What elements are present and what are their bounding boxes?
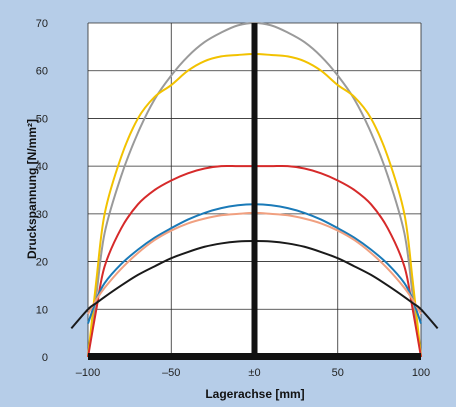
y-tick-label: 10 — [36, 304, 48, 316]
axis-bars — [88, 23, 421, 360]
y-tick-label: 0 — [42, 352, 48, 364]
bottom-axis-bar — [88, 353, 421, 360]
y-tick-label: 50 — [36, 113, 48, 125]
tick-labels: 0 10 20 30 40 50 60 70 –100 –50 ±0 50 100 — [36, 18, 430, 379]
y-tick-label: 70 — [36, 18, 48, 30]
y-tick-label: 40 — [36, 161, 48, 173]
center-axis-bar — [251, 23, 258, 357]
y-axis-label: Druckspannung [N/mm²] — [25, 119, 39, 259]
x-axis-label: Lagerachse [mm] — [205, 387, 304, 401]
x-tick-label: ±0 — [248, 367, 260, 379]
x-tick-label: 100 — [412, 367, 430, 379]
x-tick-label: –50 — [162, 367, 180, 379]
x-tick-label: 50 — [332, 367, 344, 379]
x-tick-label: –100 — [76, 367, 100, 379]
y-tick-label: 20 — [36, 257, 48, 269]
y-tick-label: 60 — [36, 66, 48, 78]
y-tick-label: 30 — [36, 209, 48, 221]
